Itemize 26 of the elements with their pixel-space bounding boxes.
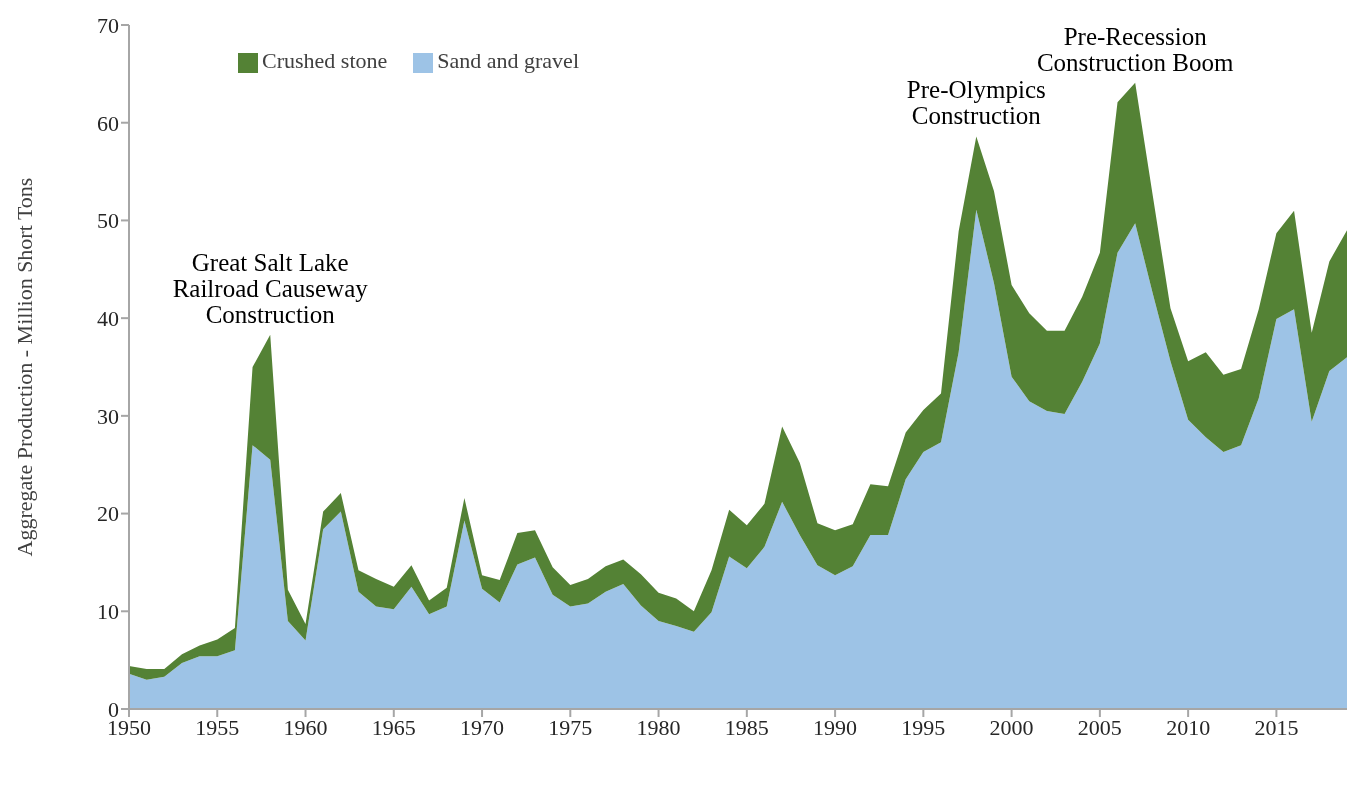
x-tick-label: 1965	[371, 714, 416, 740]
x-tick-label: 2005	[1077, 714, 1122, 740]
y-tick-label: 10	[97, 599, 119, 625]
x-tick-label: 1980	[636, 714, 681, 740]
x-tick-label: 1970	[460, 714, 505, 740]
y-tick-label: 30	[97, 403, 119, 429]
annotation: Great Salt Lake Railroad Causeway Construction	[172, 248, 369, 328]
x-tick-label: 1975	[548, 714, 593, 740]
annotation: Pre-Recession Construction Boom	[1036, 22, 1234, 76]
x-tick-label: 1955	[195, 714, 240, 740]
x-tick-label: 1960	[283, 714, 328, 740]
annotation: Pre-Olympics Construction	[906, 76, 1046, 130]
y-tick-label: 20	[97, 501, 119, 527]
x-tick-label: 2010	[1166, 714, 1211, 740]
x-tick-label: 1985	[724, 714, 769, 740]
y-tick-label: 70	[97, 12, 119, 38]
x-tick-label: 2000	[989, 714, 1034, 740]
x-tick-label: 2015	[1254, 714, 1299, 740]
y-tick-label: 40	[97, 305, 119, 331]
x-tick-label: 1990	[813, 714, 858, 740]
y-axis-title: Aggregate Production - Million Short Tons	[11, 177, 37, 557]
x-tick-label: 1995	[901, 714, 946, 740]
y-tick-label: 60	[97, 110, 119, 136]
y-tick-label: 50	[97, 208, 119, 234]
legend-label: Sand and gravel	[437, 48, 579, 73]
legend-label: Crushed stone	[262, 48, 388, 73]
